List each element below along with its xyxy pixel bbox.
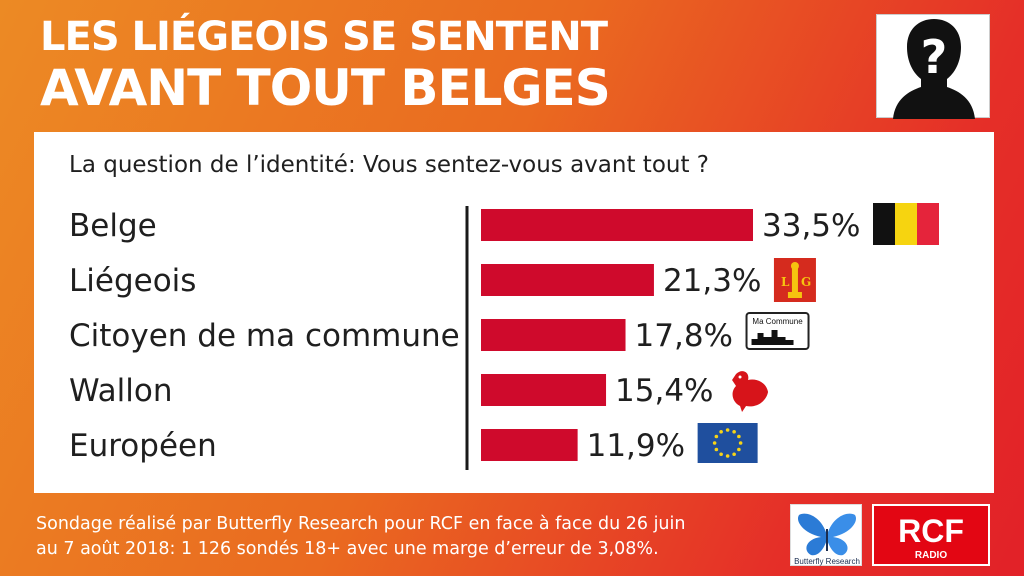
belgian-flag-icon (873, 203, 939, 245)
title-line-1: LES LIÉGEOIS SE SENTENT (40, 14, 608, 60)
bar (481, 429, 578, 461)
category-label: Liégeois (69, 263, 196, 299)
question-text: La question de l’identité: Vous sentez-v… (69, 152, 710, 178)
rcf-logo-text: RCF (898, 513, 964, 549)
butterfly-logo-text: Butterfly Research (794, 557, 860, 566)
chart-panel: La question de l’identité: Vous sentez-v… (34, 132, 994, 493)
data-label: 11,9% (587, 428, 685, 464)
survey-footnote: Sondage réalisé par Butterfly Research p… (36, 512, 685, 562)
rcf-logo-subtext: RADIO (915, 550, 947, 561)
commune-sign-icon: Ma Commune (745, 312, 810, 350)
bar (481, 209, 753, 241)
bar (481, 319, 626, 351)
data-label: 21,3% (663, 263, 761, 299)
eu-flag-icon (697, 423, 758, 463)
data-label: 15,4% (615, 373, 713, 409)
category-label: Européen (69, 428, 217, 464)
commune-sign-text: Ma Commune (752, 317, 803, 326)
category-label: Wallon (69, 373, 173, 409)
footnote-line-1: Sondage réalisé par Butterfly Research p… (36, 514, 686, 534)
bar (481, 374, 607, 406)
butterfly-research-logo: Butterfly Research (790, 504, 862, 566)
rcf-radio-logo: RCF RADIO (872, 504, 990, 566)
title-line-2: AVANT TOUT BELGES (40, 59, 611, 117)
bar-chart: Belge 33,5% Liégeois 21,3% L G Citoyen de ma c… (69, 203, 939, 470)
category-label: Belge (69, 208, 157, 244)
svg-text:L: L (781, 275, 790, 289)
data-label: 17,8% (635, 318, 733, 354)
page-title: LES LIÉGEOIS SE SENTENT AVANT TOUT BELGE… (40, 14, 611, 117)
bar (481, 264, 654, 296)
svg-text:G: G (801, 275, 811, 289)
category-label: Citoyen de ma commune (69, 318, 460, 354)
walloon-rooster-icon (732, 371, 769, 412)
anonymous-person-icon: ? (876, 14, 990, 119)
svg-text:?: ? (921, 30, 948, 84)
footnote-line-2: au 7 août 2018: 1 126 sondés 18+ avec un… (36, 539, 659, 559)
data-label: 33,5% (762, 208, 860, 244)
